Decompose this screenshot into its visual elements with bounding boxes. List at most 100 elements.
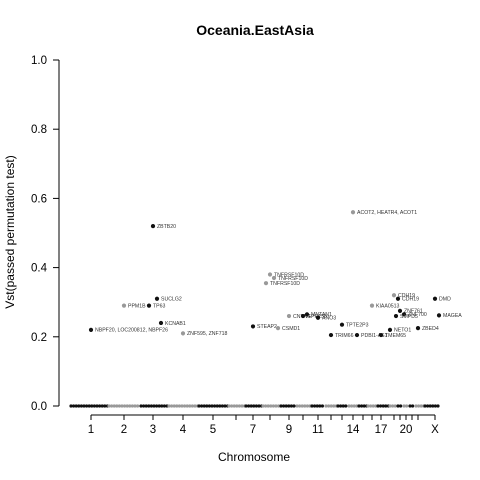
baseline-point — [298, 404, 302, 408]
baseline-point — [72, 404, 76, 408]
baseline-point — [282, 404, 286, 408]
baseline-point — [240, 404, 244, 408]
data-point — [158, 320, 164, 326]
baseline-point — [257, 404, 261, 408]
baseline-point — [295, 404, 299, 408]
baseline-point — [232, 404, 236, 408]
axes: 0.0 0.2 0.4 0.6 0.8 1.0 1 2 3 4 5 7 9 11 14 17 20 X — [31, 55, 439, 436]
baseline-point — [210, 404, 214, 408]
data-point — [436, 313, 442, 318]
point-label: NBPF20, LOC200812, NBPF26 — [95, 328, 168, 334]
baseline-point — [90, 404, 94, 408]
baseline-point — [249, 404, 253, 408]
baseline-point — [170, 404, 174, 408]
baseline-point — [175, 404, 179, 408]
point-label: PDBI1-AS1 — [361, 333, 388, 339]
baseline-point — [313, 404, 317, 408]
data-point — [397, 308, 403, 313]
baseline-point — [347, 404, 351, 408]
point-label: MNTAN1 — [311, 312, 332, 318]
baseline-point — [391, 404, 395, 408]
baseline-point — [110, 404, 114, 408]
baseline-point — [107, 404, 111, 408]
data-point — [286, 313, 292, 319]
baseline-point — [366, 404, 370, 408]
y-tick-label: 1.0 — [31, 55, 47, 67]
baseline-point — [341, 404, 345, 408]
data-point — [395, 296, 401, 301]
baseline-point — [244, 404, 248, 408]
point-label: ZBTB20 — [157, 224, 176, 230]
baseline-point — [200, 404, 204, 408]
baseline-point — [318, 404, 322, 408]
baseline-point — [402, 404, 406, 408]
data-point — [300, 313, 306, 319]
data-point — [121, 303, 127, 308]
data-point — [250, 324, 256, 329]
baseline-point — [289, 404, 293, 408]
y-axis-label: Vst(passed permutation test) — [3, 155, 17, 308]
baseline-point — [287, 404, 291, 408]
baseline-points — [69, 404, 440, 408]
baseline-point — [431, 404, 435, 408]
baseline-point — [237, 404, 241, 408]
baseline-point — [362, 404, 366, 408]
data-point — [350, 210, 356, 215]
data-point — [328, 332, 334, 338]
point-label: PPM1B — [128, 303, 146, 309]
baseline-point — [426, 404, 430, 408]
baseline-point — [149, 404, 153, 408]
baseline-point — [369, 404, 373, 408]
baseline-point — [133, 404, 137, 408]
x-tick-label: 7 — [250, 424, 256, 436]
data-point — [354, 332, 360, 338]
data-point — [150, 223, 156, 229]
baseline-point — [388, 404, 392, 408]
baseline-point — [376, 404, 380, 408]
baseline-point — [252, 404, 256, 408]
point-label: ZNF700 — [408, 312, 427, 318]
point-label: NETO1 — [394, 328, 411, 334]
baseline-point — [95, 404, 99, 408]
baseline-point — [190, 404, 194, 408]
baseline-point — [374, 404, 378, 408]
data-point — [415, 326, 421, 331]
baseline-point — [197, 404, 201, 408]
baseline-point — [428, 404, 432, 408]
baseline-point — [69, 404, 73, 408]
point-label: ZNF595, ZNF718 — [187, 331, 227, 337]
data-point — [275, 326, 281, 331]
baseline-point — [79, 404, 83, 408]
point-label: KIAA0513 — [376, 303, 399, 309]
baseline-point — [152, 404, 156, 408]
point-label: SUCLG2 — [161, 297, 182, 303]
x-tick-label: 20 — [400, 424, 413, 436]
baseline-point — [320, 404, 324, 408]
baseline-point — [177, 404, 181, 408]
baseline-point — [207, 404, 211, 408]
baseline-point — [274, 404, 278, 408]
y-tick-label: 0.4 — [31, 263, 48, 275]
baseline-point — [336, 404, 340, 408]
baseline-point — [357, 404, 361, 408]
baseline-point — [144, 404, 148, 408]
baseline-point — [160, 404, 164, 408]
point-label: TP63 — [153, 303, 166, 309]
data-point — [391, 293, 397, 298]
x-tick-label: 5 — [210, 424, 216, 436]
baseline-point — [329, 404, 333, 408]
baseline-point — [100, 404, 104, 408]
data-point — [378, 332, 384, 338]
baseline-point — [213, 404, 217, 408]
baseline-point — [230, 404, 234, 408]
data-point — [88, 327, 94, 332]
point-label: TNFRSF10D — [270, 281, 300, 287]
baseline-point — [157, 404, 161, 408]
y-tick-label: 0.0 — [31, 401, 47, 413]
x-tick-label: 4 — [180, 424, 187, 436]
baseline-point — [266, 404, 270, 408]
y-tick-label: 0.6 — [31, 193, 47, 205]
baseline-point — [419, 404, 423, 408]
baseline-point — [405, 404, 409, 408]
